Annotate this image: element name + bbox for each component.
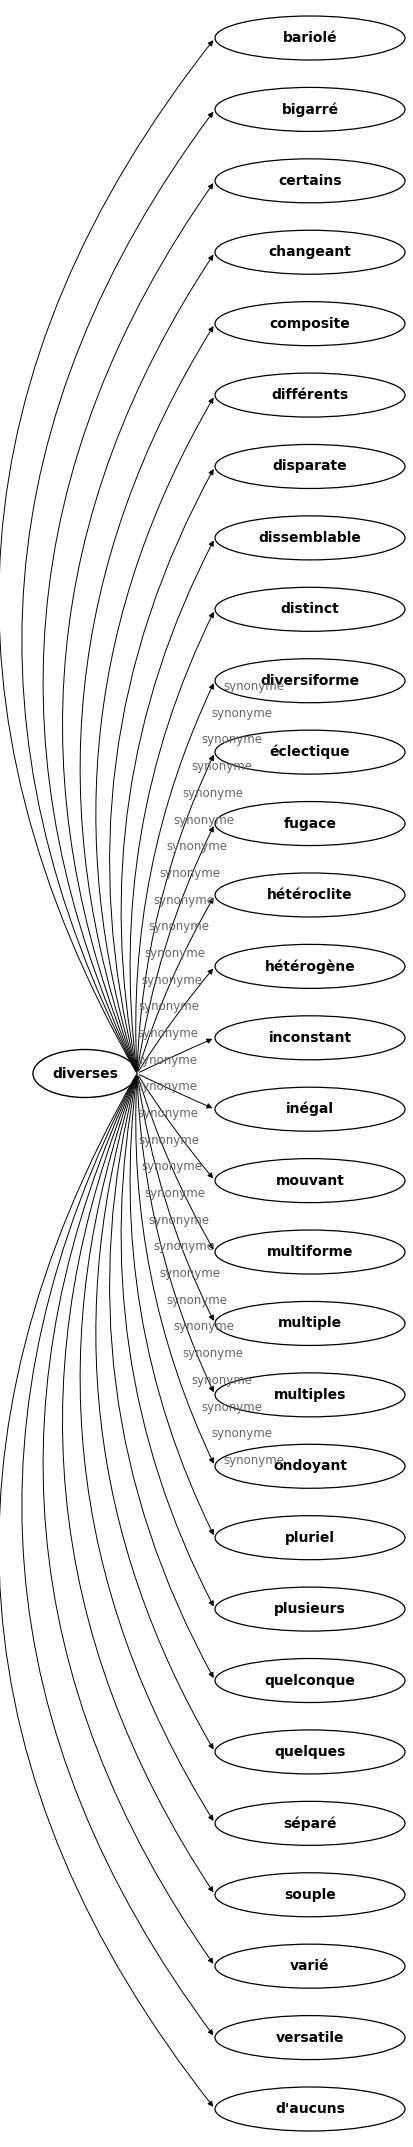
FancyArrowPatch shape — [138, 897, 213, 1071]
Text: synonyme: synonyme — [166, 839, 227, 852]
FancyArrowPatch shape — [80, 326, 213, 1071]
Text: bigarré: bigarré — [281, 103, 339, 116]
Text: synonyme: synonyme — [154, 893, 215, 906]
Text: changeant: changeant — [268, 245, 351, 260]
Text: synonyme: synonyme — [191, 1374, 252, 1387]
Text: quelconque: quelconque — [265, 1673, 356, 1688]
FancyArrowPatch shape — [136, 685, 214, 1071]
Text: multiples: multiples — [274, 1387, 346, 1402]
FancyArrowPatch shape — [0, 41, 213, 1071]
Text: plusieurs: plusieurs — [274, 1602, 346, 1617]
FancyArrowPatch shape — [130, 612, 214, 1071]
FancyArrowPatch shape — [43, 1076, 213, 1962]
Text: varié: varié — [290, 1960, 330, 1973]
Text: synonyme: synonyme — [137, 1026, 198, 1039]
FancyArrowPatch shape — [80, 1076, 213, 1821]
Text: synonyme: synonyme — [223, 681, 285, 693]
Text: synonyme: synonyme — [191, 760, 252, 773]
FancyArrowPatch shape — [138, 1076, 213, 1179]
Text: synonyme: synonyme — [136, 1054, 197, 1067]
Text: inégal: inégal — [286, 1101, 334, 1116]
Text: synonyme: synonyme — [223, 1454, 285, 1466]
FancyArrowPatch shape — [138, 968, 213, 1071]
Text: synonyme: synonyme — [182, 786, 243, 801]
Text: multiforme: multiforme — [267, 1245, 353, 1258]
Text: synonyme: synonyme — [182, 1346, 243, 1361]
FancyArrowPatch shape — [62, 1076, 213, 1892]
FancyArrowPatch shape — [140, 1076, 211, 1108]
Text: pluriel: pluriel — [285, 1531, 335, 1544]
Text: hétéroclite: hétéroclite — [267, 889, 353, 902]
Text: certains: certains — [278, 174, 342, 187]
Text: synonyme: synonyme — [137, 1108, 198, 1121]
Text: synonyme: synonyme — [141, 973, 202, 988]
Text: hétérogène: hétérogène — [265, 960, 355, 973]
FancyArrowPatch shape — [96, 1076, 213, 1748]
Text: souple: souple — [284, 1887, 336, 1902]
FancyArrowPatch shape — [137, 756, 214, 1071]
Text: fugace: fugace — [283, 816, 337, 831]
Text: synonyme: synonyme — [141, 1159, 202, 1174]
FancyArrowPatch shape — [62, 255, 213, 1071]
Text: synonyme: synonyme — [149, 921, 210, 934]
Text: synonyme: synonyme — [212, 706, 273, 719]
Text: quelques: quelques — [274, 1746, 346, 1758]
FancyArrowPatch shape — [109, 1076, 213, 1677]
Text: inconstant: inconstant — [268, 1031, 351, 1046]
Text: diversiforme: diversiforme — [261, 674, 360, 687]
Text: synonyme: synonyme — [201, 1400, 262, 1413]
FancyArrowPatch shape — [121, 1076, 213, 1606]
Text: synonyme: synonyme — [145, 947, 206, 960]
Text: synonyme: synonyme — [139, 1134, 200, 1146]
Text: dissemblable: dissemblable — [259, 530, 361, 545]
FancyArrowPatch shape — [43, 185, 213, 1071]
FancyArrowPatch shape — [136, 1076, 214, 1462]
Text: synonyme: synonyme — [173, 814, 235, 827]
FancyArrowPatch shape — [121, 541, 213, 1071]
FancyArrowPatch shape — [0, 1076, 213, 2106]
FancyArrowPatch shape — [130, 1076, 214, 1535]
FancyArrowPatch shape — [137, 1076, 214, 1391]
Text: composite: composite — [270, 316, 350, 331]
Text: mouvant: mouvant — [275, 1174, 344, 1187]
Text: séparé: séparé — [283, 1816, 337, 1831]
FancyArrowPatch shape — [109, 470, 213, 1071]
Text: multiple: multiple — [278, 1316, 342, 1331]
Text: versatile: versatile — [276, 2031, 344, 2044]
Text: synonyme: synonyme — [166, 1295, 227, 1308]
FancyArrowPatch shape — [22, 112, 213, 1071]
Text: synonyme: synonyme — [201, 734, 262, 747]
Text: synonyme: synonyme — [149, 1213, 210, 1226]
FancyArrowPatch shape — [138, 827, 213, 1071]
Text: différents: différents — [271, 389, 349, 401]
Text: d'aucuns: d'aucuns — [275, 2102, 345, 2117]
FancyArrowPatch shape — [96, 399, 213, 1071]
Text: synonyme: synonyme — [136, 1080, 197, 1093]
Text: synonyme: synonyme — [212, 1428, 273, 1441]
FancyArrowPatch shape — [138, 1076, 213, 1320]
Text: disparate: disparate — [273, 459, 347, 474]
Text: synonyme: synonyme — [154, 1241, 215, 1254]
Text: diverses: diverses — [52, 1067, 118, 1080]
Text: synonyme: synonyme — [173, 1320, 235, 1333]
Text: synonyme: synonyme — [145, 1187, 206, 1200]
Text: distinct: distinct — [280, 603, 339, 616]
Text: synonyme: synonyme — [159, 867, 221, 880]
Text: ondoyant: ondoyant — [273, 1460, 347, 1473]
FancyArrowPatch shape — [140, 1039, 211, 1071]
Text: synonyme: synonyme — [159, 1267, 221, 1280]
Text: synonyme: synonyme — [139, 1001, 200, 1013]
FancyArrowPatch shape — [138, 1076, 213, 1250]
Text: bariolé: bariolé — [282, 30, 337, 45]
Text: éclectique: éclectique — [270, 745, 350, 760]
FancyArrowPatch shape — [22, 1076, 213, 2035]
